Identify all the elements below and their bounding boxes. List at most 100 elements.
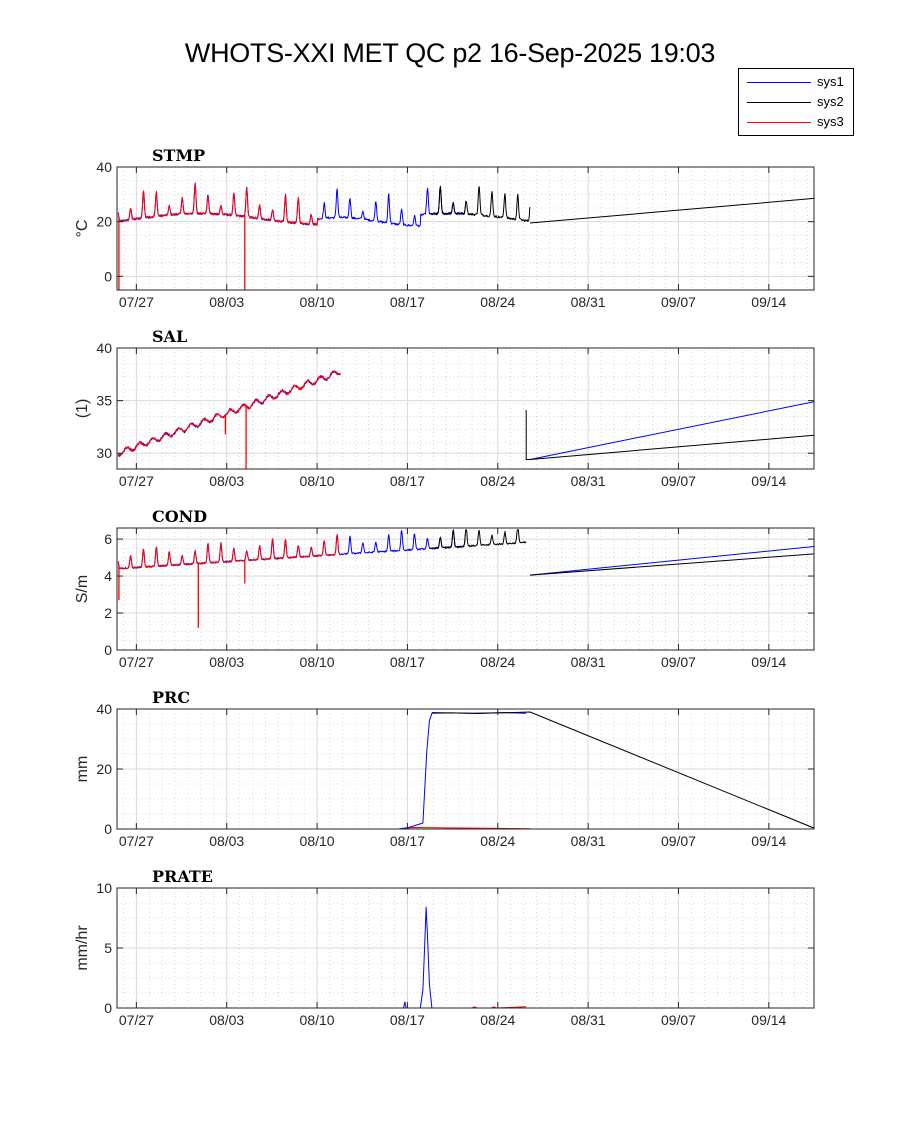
panel-stmp: 07/27 08/03 08/10 08/17 08/24 08/31 09/07 09/14…: [74, 146, 815, 310]
x-tick-label: 09/14: [751, 294, 786, 310]
y-tick-label: 30: [96, 445, 112, 461]
series-sys1-prc: [118, 712, 527, 829]
y-tick-label: 4: [104, 568, 112, 584]
x-tick-label: 08/10: [300, 1012, 335, 1028]
y-tick-label: 40: [96, 159, 112, 175]
figure-title: WHOTS-XXI MET QC p2 16-Sep-2025 19:03: [184, 38, 716, 68]
legend-item-sys3: sys3: [739, 112, 853, 132]
series-line-sys1: [117, 529, 466, 570]
panel-title-cond: COND: [152, 507, 207, 526]
x-tick-label: 08/31: [571, 654, 606, 670]
axes-box: [116, 347, 815, 470]
x-tick-label: 08/31: [571, 294, 606, 310]
y-axis-label-sal: (1): [74, 399, 91, 419]
y-tick-label: 20: [96, 761, 112, 777]
series-sys3-stmp: [117, 183, 320, 290]
y-tick-label: 6: [104, 531, 112, 547]
x-tick-label: 08/10: [300, 654, 335, 670]
y-tick-label: 40: [96, 340, 112, 356]
series-line-sys3: [117, 534, 341, 570]
x-tick-label: 08/17: [390, 1012, 425, 1028]
x-tick-label: 08/17: [390, 294, 425, 310]
x-tick-label: 08/03: [209, 1012, 244, 1028]
x-tick-label: 08/03: [209, 473, 244, 489]
x-tick-label: 08/24: [480, 833, 515, 849]
x-tick-label: 08/17: [390, 473, 425, 489]
series-sys1-sal: [117, 370, 814, 460]
series-sys2-cond: [430, 529, 814, 576]
series-line-sys1: [118, 906, 527, 1008]
y-axis-label-cond: S/m: [74, 575, 91, 603]
x-tick-label: 09/07: [661, 473, 696, 489]
series-line-sys2: [431, 711, 814, 829]
x-tick-label: 08/31: [571, 1012, 606, 1028]
y-tick-label: 0: [104, 821, 112, 837]
series-line-sys1: [529, 546, 814, 576]
series-line-sys1: [118, 712, 527, 829]
x-tick-label: 08/31: [571, 833, 606, 849]
series-line-sys3: [117, 183, 320, 226]
legend-swatch-sys2: [747, 102, 811, 103]
legend: sys1 sys2 sys3: [738, 68, 854, 136]
panel-title-prate: PRATE: [152, 867, 213, 886]
x-tick-label: 07/27: [119, 294, 154, 310]
series-sys1-stmp: [117, 182, 466, 228]
y-tick-label: 20: [96, 214, 112, 230]
y-tick-label: 0: [104, 1000, 112, 1016]
x-tick-label: 08/24: [480, 654, 515, 670]
legend-label-sys2: sys2: [817, 94, 844, 109]
panel-sal: 07/27 08/03 08/10 08/17 08/24 08/31 09/07 09/14…: [74, 327, 815, 489]
y-tick-label: 40: [96, 701, 112, 717]
y-axis-label-prc: mm: [74, 756, 91, 783]
x-tick-label: 08/10: [300, 294, 335, 310]
series-line-sys2: [529, 553, 814, 576]
x-tick-label: 09/14: [751, 833, 786, 849]
y-tick-label: 2: [104, 605, 112, 621]
panel-prate: 07/27 08/03 08/10 08/17 08/24 08/31 09/07 09/14…: [74, 867, 815, 1028]
series-line-sys2: [430, 529, 527, 550]
legend-swatch-sys3: [747, 122, 811, 123]
series-sys3-sal: [117, 370, 341, 469]
x-tick-label: 08/17: [390, 654, 425, 670]
panel-title-stmp: STMP: [152, 146, 205, 165]
x-tick-label: 09/14: [751, 654, 786, 670]
legend-item-sys1: sys1: [739, 72, 853, 92]
y-tick-label: 5: [104, 940, 112, 956]
y-tick-label: 0: [104, 642, 112, 658]
x-tick-label: 08/03: [209, 833, 244, 849]
x-tick-label: 09/14: [751, 473, 786, 489]
x-tick-label: 09/07: [661, 294, 696, 310]
series-line-sys2: [525, 410, 530, 460]
panel-cond: 07/27 08/03 08/10 08/17 08/24 08/31 09/07 09/14…: [74, 507, 815, 670]
legend-item-sys2: sys2: [739, 92, 853, 112]
series-sys1-cond: [117, 529, 814, 576]
y-axis-label-stmp: °C: [74, 220, 91, 238]
legend-label-sys3: sys3: [817, 114, 844, 129]
x-tick-label: 08/31: [571, 473, 606, 489]
x-tick-label: 07/27: [119, 473, 154, 489]
y-tick-label: 0: [104, 268, 112, 284]
x-tick-label: 08/24: [480, 294, 515, 310]
y-tick-label: 35: [96, 393, 112, 409]
series-sys3-cond: [117, 534, 341, 628]
x-tick-label: 08/03: [209, 654, 244, 670]
x-tick-label: 08/10: [300, 473, 335, 489]
y-axis-label-prate: mm/hr: [74, 925, 91, 971]
series-line-sys2: [529, 197, 814, 224]
x-tick-label: 09/07: [661, 654, 696, 670]
panel-prc: 07/27 08/03 08/10 08/17 08/24 08/31 09/07 09/14…: [74, 688, 815, 849]
x-tick-label: 07/27: [119, 833, 154, 849]
series-sys2-sal: [525, 410, 814, 460]
x-tick-label: 09/07: [661, 833, 696, 849]
series-sys2-stmp: [430, 185, 814, 224]
x-tick-label: 08/24: [480, 1012, 515, 1028]
legend-label-sys1: sys1: [817, 74, 844, 89]
axes-box: [116, 527, 815, 651]
x-tick-label: 08/03: [209, 294, 244, 310]
x-tick-label: 09/14: [751, 1012, 786, 1028]
x-tick-label: 08/24: [480, 473, 515, 489]
series-line-sys2: [430, 185, 531, 222]
x-tick-label: 09/07: [661, 1012, 696, 1028]
x-tick-label: 07/27: [119, 654, 154, 670]
